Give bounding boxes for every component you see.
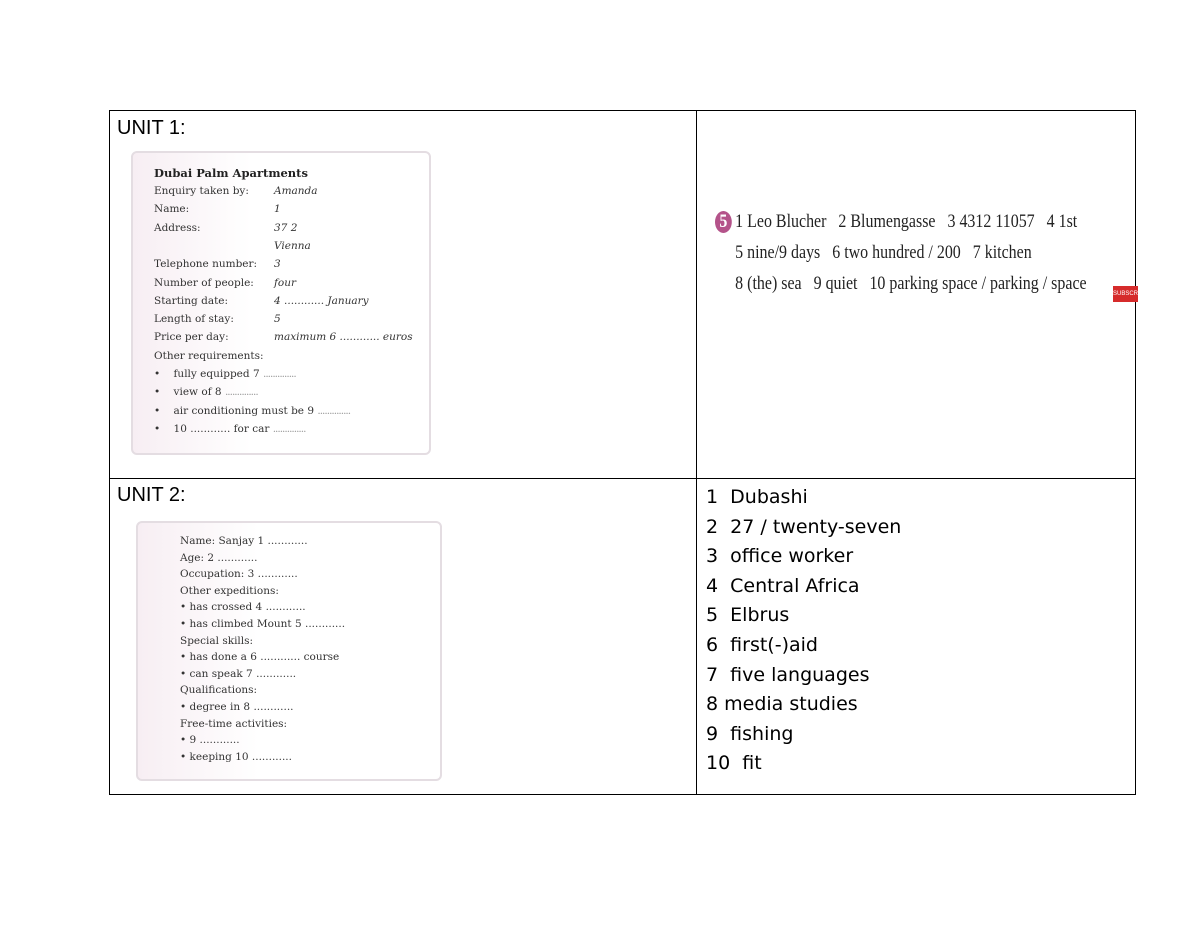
form-row-label: Enquiry taken by:: [154, 185, 249, 197]
form-bullet: • 10 ............ for car ..............: [154, 422, 306, 435]
form-row-label: Starting date:: [154, 294, 229, 307]
form-row-value: 4 ............ January: [274, 294, 369, 307]
unit2-answer-list: 1 Dubashi 2 27 / twenty-seven 3 office wor…: [706, 483, 901, 779]
form-line: Free-time activities:: [180, 717, 288, 730]
form-row-value: Amanda: [274, 185, 318, 197]
answer-item: 2 27 / twenty-seven: [706, 515, 902, 538]
subscribe-overlay: SUBSCRI: [1113, 286, 1140, 302]
form-bullet-text: 10 ............ for car: [173, 422, 270, 435]
form-row-value: 37 2: [274, 221, 298, 234]
form-line: • has climbed Mount 5 ............: [180, 618, 346, 630]
unit1-label: UNIT 1:: [117, 117, 186, 139]
unit1-form-image: Dubai Palm Apartments Enquiry taken by: A…: [131, 151, 431, 455]
answer-item: 7 five languages: [706, 663, 870, 686]
answer-line: 8 (the) sea 9 quiet 10 parking space / p…: [735, 273, 1087, 294]
answer-item: 5 Elbrus: [706, 604, 790, 627]
answer-item: 6 first(-)aid: [706, 633, 818, 656]
form-line: • keeping 10 ............: [180, 750, 292, 763]
unit2-form-image: Name: Sanjay 1 ............ Age: 2 ......…: [136, 521, 442, 781]
form-line: Special skills:: [180, 634, 254, 647]
form-bullet-text: fully equipped 7: [173, 368, 260, 380]
form-row-label: Telephone number:: [154, 258, 258, 271]
column-divider: [696, 111, 697, 794]
answer-line: 5 nine/9 days 6 two hundred / 200 7 kitc…: [735, 242, 1032, 263]
form-line: Occupation: 3 ............: [180, 568, 298, 581]
answer-table: UNIT 1: Dubai Palm Apartments Enquiry ta…: [109, 110, 1140, 795]
form-line: • has crossed 4 ............: [180, 601, 306, 614]
form-row-value: maximum 6 ............ euros: [274, 331, 413, 344]
form-line: • can speak 7 ............: [180, 667, 297, 680]
answer-item: 1 Dubashi: [706, 486, 808, 508]
form-bullet: • air conditioning must be 9 ...........…: [154, 404, 351, 417]
form-bullet-text: view of 8: [173, 386, 222, 399]
unit2-label: UNIT 2:: [117, 484, 186, 506]
form-row-value: four: [274, 276, 296, 289]
form-line: Name: Sanjay 1 ............: [180, 535, 308, 547]
exercise-number-badge: 5: [715, 211, 732, 233]
form-line: • has done a 6 ............ course: [180, 651, 340, 664]
form-bullet: • view of 8 ..............: [154, 386, 259, 399]
form-row-label: Name:: [154, 203, 190, 216]
form-row-label: Length of stay:: [154, 313, 234, 326]
answer-item: 10 fit: [706, 752, 762, 775]
form-row-label: Price per day:: [154, 331, 229, 344]
form-title: Dubai Palm Apartments: [154, 166, 308, 180]
answer-item: 3 office worker: [706, 545, 854, 568]
form-bullet: • fully equipped 7 ..............: [154, 368, 297, 380]
form-row-label: Other requirements:: [154, 349, 264, 362]
form-bullet-text: air conditioning must be 9: [173, 404, 315, 417]
row-divider: [110, 478, 1135, 479]
form-row-value: 3: [274, 258, 281, 271]
form-line: Age: 2 ............: [180, 551, 258, 564]
form-line: Other expeditions:: [180, 584, 279, 597]
form-row-value: 5: [274, 313, 281, 326]
answer-item: 8 media studies: [706, 693, 858, 716]
form-row-label: Number of people:: [154, 276, 254, 289]
form-row-value: 1: [274, 203, 281, 216]
form-row-value: Vienna: [274, 239, 311, 252]
answer-item: 9 fishing: [706, 722, 794, 745]
form-line: • 9 ............: [180, 734, 240, 747]
form-row-label: Address:: [154, 221, 201, 234]
answer-item: 4 Central Africa: [706, 574, 860, 597]
form-line: • degree in 8 ............: [180, 701, 294, 713]
form-line: Qualifications:: [180, 684, 258, 697]
